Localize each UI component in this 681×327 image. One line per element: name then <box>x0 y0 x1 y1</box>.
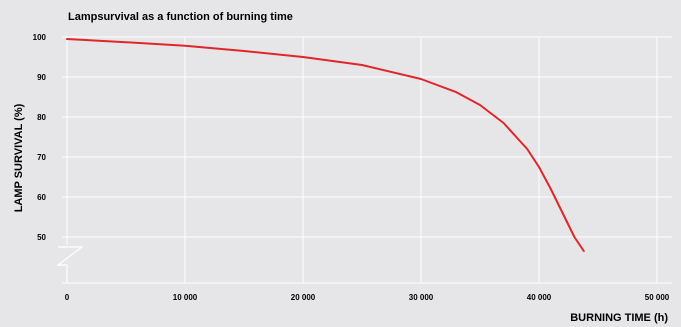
series-layer <box>66 38 585 252</box>
y-tick-label: 60 <box>37 193 46 202</box>
survival-curve <box>66 38 585 252</box>
axis-break <box>56 246 84 283</box>
y-tick-label: 90 <box>37 73 46 82</box>
y-tick-label: 50 <box>37 233 46 242</box>
x-tick-label: 40 000 <box>527 293 552 302</box>
grid <box>62 36 672 284</box>
x-tick-label: 10 000 <box>173 293 198 302</box>
x-axis-label: BURNING TIME (h) <box>570 312 668 324</box>
x-tick-label: 30 000 <box>409 293 434 302</box>
x-tick-label: 0 <box>65 293 70 302</box>
y-axis-label: LAMP SURVIVAL (%) <box>13 103 25 212</box>
chart-title: Lampsurvival as a function of burning ti… <box>68 11 293 23</box>
x-tick-label: 50 000 <box>645 293 670 302</box>
y-tick-label: 70 <box>37 153 46 162</box>
axis-break-mark <box>56 246 84 283</box>
tick-labels: 0 10 000 20 000 30 000 40 000 50 000 100 90 80 70… <box>33 33 670 302</box>
x-tick-label: 20 000 <box>291 293 316 302</box>
y-tick-label: 100 <box>33 33 47 42</box>
y-tick-label: 80 <box>37 113 46 122</box>
